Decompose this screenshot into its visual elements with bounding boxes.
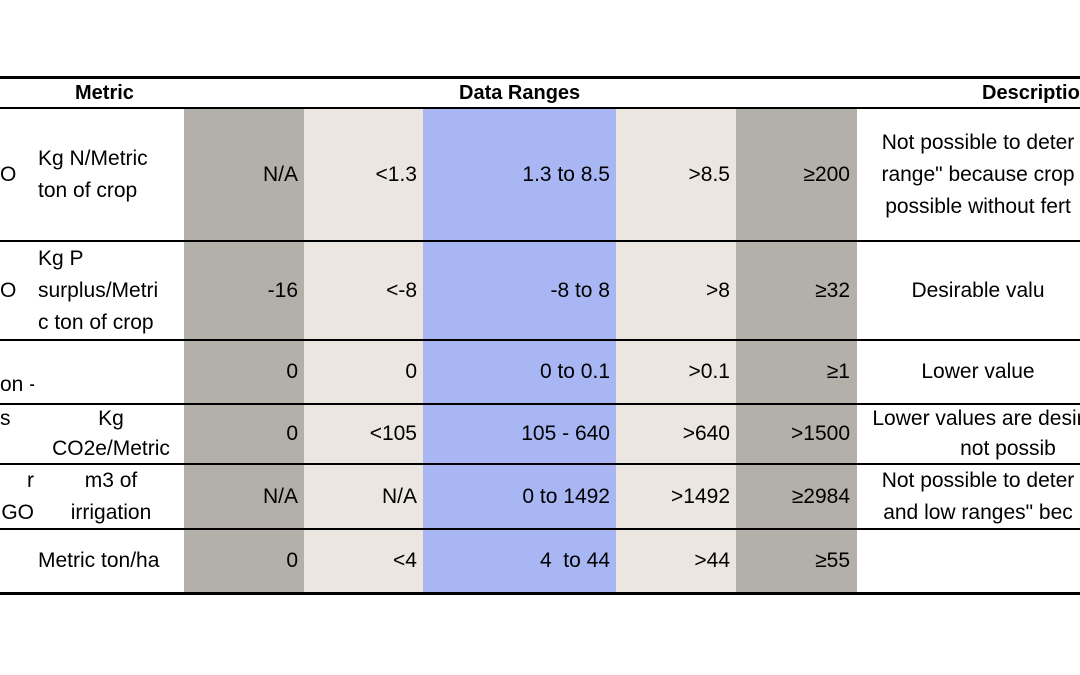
value-cell: 0 <box>405 360 417 383</box>
value-cell: <4 <box>393 549 417 572</box>
value-cell: <105 <box>369 422 417 445</box>
table-row: O Kg N/Metric ton of crop N/A <1.3 1.3 to… <box>0 109 1080 240</box>
table-row: s Kg CO2e/Metric 0 <105 105 - 640 >640 >1… <box>0 405 1080 463</box>
header-metric: Metric <box>75 82 134 104</box>
table-row: r GO m3 of irrigation N/A N/A 0 to 1492 >1… <box>0 465 1080 528</box>
row-divider <box>0 528 1080 530</box>
value-cell: >8 <box>706 278 730 302</box>
value-cell: >8.5 <box>688 162 730 186</box>
column-shade-4 <box>616 108 736 592</box>
row-unit: Kg CO2e/Metric <box>52 407 170 460</box>
value-cell: <1.3 <box>375 162 417 186</box>
value-cell: <-8 <box>386 278 417 302</box>
value-cell: 0 to 1492 <box>522 484 610 508</box>
value-cell: ≥2984 <box>791 484 850 508</box>
value-cell: 105 - 640 <box>521 422 610 445</box>
row-label-cut: O <box>0 162 17 186</box>
table-bottom-border <box>0 592 1080 595</box>
value-cell: 1.3 to 8.5 <box>522 162 610 186</box>
header-data-ranges: Data Ranges <box>459 82 581 104</box>
value-cell: N/A <box>262 162 298 186</box>
value-cell: ≥200 <box>803 162 850 186</box>
value-cell: 4 to 44 <box>539 549 610 572</box>
value-cell: N/A <box>381 484 417 508</box>
row-label-cut: s <box>0 407 11 430</box>
row-description: Not possible to deter and low ranges" bec <box>881 468 1075 524</box>
row-divider <box>0 403 1080 405</box>
column-shade-2 <box>304 108 423 592</box>
row-description: Not possible to deter range" because crop… <box>881 130 1075 218</box>
value-cell: >640 <box>682 422 730 445</box>
row-description: Lower values are desir not possib <box>872 407 1080 460</box>
row-label-cut: O <box>0 278 17 302</box>
value-cell: -8 to 8 <box>550 278 610 302</box>
column-shade-1 <box>184 108 304 592</box>
value-cell: 0 to 0.1 <box>539 360 610 383</box>
row-description: Desirable valu <box>911 278 1045 302</box>
value-cell: -16 <box>267 278 298 302</box>
value-cell: ≥1 <box>826 360 850 383</box>
value-cell: >44 <box>694 549 730 572</box>
row-unit: m3 of irrigation <box>70 468 152 524</box>
value-cell: >1500 <box>791 422 850 445</box>
table-row: Metric ton/ha 0 <4 4 to 44 >44 ≥55 <box>0 530 1080 592</box>
table-row: on - 0 0 0 to 0.1 >0.1 ≥1 Lower value <box>0 341 1080 403</box>
value-cell: >0.1 <box>688 360 730 383</box>
value-cell: N/A <box>262 484 298 508</box>
column-shade-3 <box>423 108 616 592</box>
table-top-border <box>0 76 1080 79</box>
row-divider <box>0 240 1080 242</box>
value-cell: ≥55 <box>815 549 850 572</box>
row-divider <box>0 463 1080 465</box>
row-divider <box>0 339 1080 341</box>
row-unit: Kg N/Metric ton of crop <box>38 146 148 202</box>
value-cell: 0 <box>286 549 298 572</box>
row-label-cut: r GO <box>1 468 34 524</box>
value-cell: 0 <box>286 422 298 445</box>
value-cell: >1492 <box>671 484 730 508</box>
row-unit: Metric ton/ha <box>38 549 160 572</box>
header-description: Descriptio <box>982 82 1080 104</box>
column-shade-5 <box>736 108 857 592</box>
value-cell: ≥32 <box>815 278 850 302</box>
value-cell: 0 <box>286 360 298 383</box>
row-description: Lower value <box>921 360 1035 383</box>
header-divider <box>0 107 1080 109</box>
row-label-cut: on - <box>0 373 34 396</box>
